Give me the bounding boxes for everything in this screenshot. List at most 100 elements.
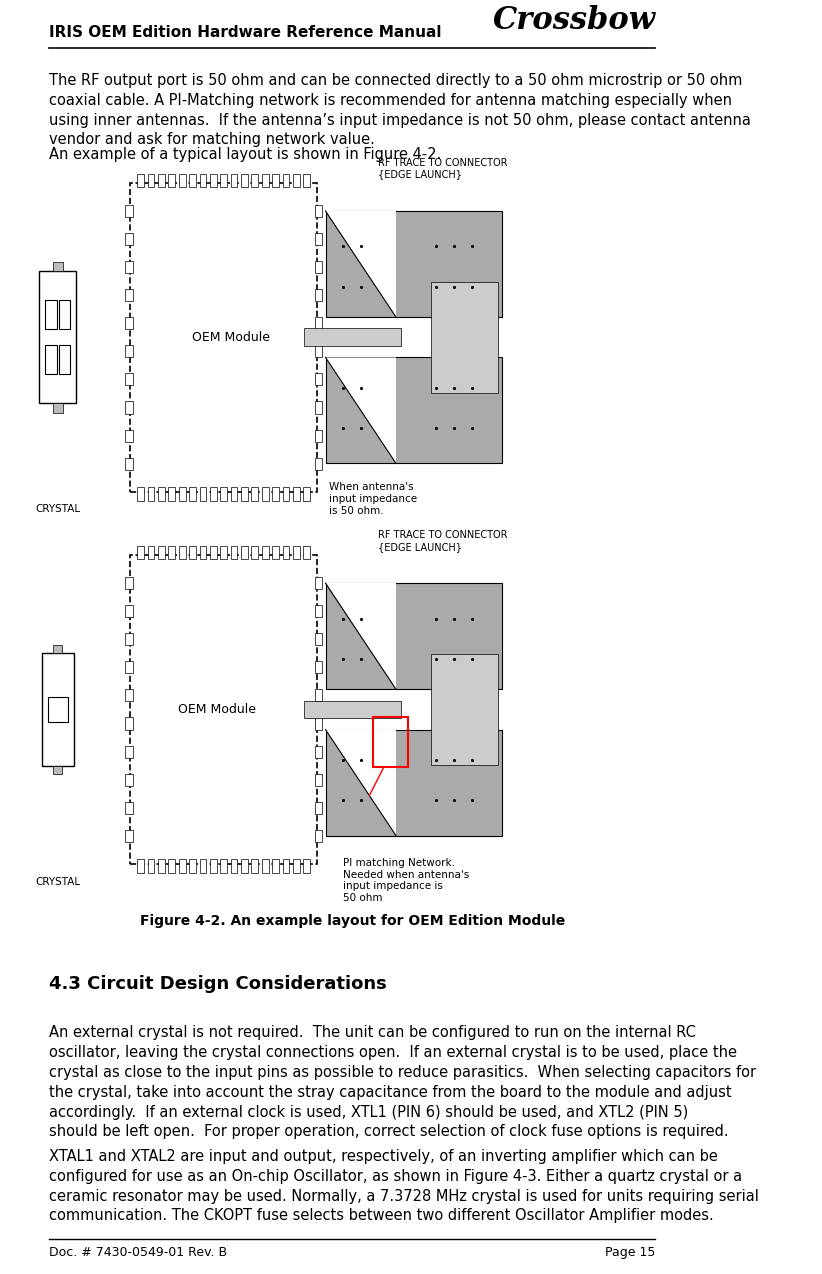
Bar — [125, 801, 133, 814]
Bar — [241, 173, 247, 187]
Text: PI matching Network.
Needed when antenna's
input impedance is
50 ohm: PI matching Network. Needed when antenna… — [343, 859, 469, 903]
Bar — [262, 860, 269, 873]
Bar — [125, 829, 133, 842]
Bar — [315, 289, 322, 301]
Bar — [252, 545, 258, 559]
Bar — [303, 860, 310, 873]
Bar — [373, 717, 409, 767]
Text: Doc. # 7430-0549-01 Rev. B: Doc. # 7430-0549-01 Rev. B — [49, 1246, 228, 1259]
Bar — [189, 487, 196, 501]
Bar — [137, 173, 144, 187]
Bar — [125, 773, 133, 786]
Bar — [53, 766, 62, 775]
Bar — [169, 487, 175, 501]
Bar — [293, 860, 300, 873]
Bar — [58, 345, 70, 375]
Bar — [200, 860, 206, 873]
Bar — [158, 860, 165, 873]
Bar — [200, 487, 206, 501]
Bar — [131, 555, 317, 864]
Bar — [39, 271, 76, 404]
Bar — [125, 689, 133, 702]
Bar — [125, 345, 133, 357]
Text: 4.3 Circuit Design Considerations: 4.3 Circuit Design Considerations — [49, 975, 387, 992]
Bar — [272, 860, 279, 873]
Bar — [179, 173, 186, 187]
Bar — [137, 860, 144, 873]
Bar — [315, 745, 322, 758]
Bar — [125, 233, 133, 245]
Text: Figure 4-2. An example layout for OEM Edition Module: Figure 4-2. An example layout for OEM Ed… — [140, 915, 565, 929]
Bar — [304, 701, 401, 719]
Bar — [283, 173, 289, 187]
Bar — [315, 717, 322, 730]
Bar — [252, 173, 258, 187]
Bar — [283, 545, 289, 559]
Bar — [241, 545, 247, 559]
Bar — [53, 645, 62, 652]
Bar — [137, 545, 144, 559]
Bar — [262, 487, 269, 501]
Bar — [231, 545, 238, 559]
Text: When antenna's
input impedance
is 50 ohm.: When antenna's input impedance is 50 ohm… — [329, 483, 417, 516]
Bar — [125, 261, 133, 273]
Bar — [231, 860, 238, 873]
Bar — [315, 233, 322, 245]
Text: OEM Module: OEM Module — [178, 703, 256, 716]
Bar — [326, 730, 501, 836]
Bar — [45, 345, 57, 375]
Bar — [315, 689, 322, 702]
Polygon shape — [326, 583, 396, 689]
Bar — [189, 860, 196, 873]
Polygon shape — [326, 358, 396, 464]
Bar — [125, 633, 133, 645]
Bar — [262, 545, 269, 559]
Bar — [148, 173, 155, 187]
Polygon shape — [326, 730, 396, 836]
Bar — [158, 173, 165, 187]
Bar — [315, 457, 322, 470]
Text: An example of a typical layout is shown in Figure 4-2.: An example of a typical layout is shown … — [49, 148, 441, 162]
Polygon shape — [326, 211, 396, 317]
Bar — [148, 545, 155, 559]
Bar — [45, 301, 57, 329]
Bar — [179, 860, 186, 873]
Bar — [231, 487, 238, 501]
Bar — [293, 487, 300, 501]
Bar — [179, 487, 186, 501]
Bar — [125, 205, 133, 217]
Bar — [58, 301, 70, 329]
Bar — [315, 633, 322, 645]
Bar — [293, 545, 300, 559]
Bar — [189, 545, 196, 559]
Bar — [220, 860, 227, 873]
Bar — [326, 358, 501, 464]
Bar — [137, 487, 144, 501]
Bar — [220, 173, 227, 187]
Bar — [315, 577, 322, 589]
Bar — [148, 487, 155, 501]
Bar — [200, 545, 206, 559]
Bar — [315, 801, 322, 814]
Bar — [179, 545, 186, 559]
Bar — [169, 173, 175, 187]
Bar — [125, 605, 133, 617]
Text: RF TRACE TO CONNECTOR
{EDGE LAUNCH}: RF TRACE TO CONNECTOR {EDGE LAUNCH} — [378, 158, 508, 180]
Text: RF TRACE TO CONNECTOR
{EDGE LAUNCH}: RF TRACE TO CONNECTOR {EDGE LAUNCH} — [378, 530, 508, 552]
Bar — [315, 829, 322, 842]
Bar — [125, 457, 133, 470]
Text: OEM Module: OEM Module — [192, 331, 270, 344]
Bar — [303, 487, 310, 501]
Bar — [148, 860, 155, 873]
Bar — [252, 860, 258, 873]
Bar — [272, 545, 279, 559]
Bar — [315, 345, 322, 357]
Text: XTAL1 and XTAL2 are input and output, respectively, of an inverting amplifier wh: XTAL1 and XTAL2 are input and output, re… — [49, 1149, 760, 1223]
Bar — [189, 173, 196, 187]
Bar — [272, 487, 279, 501]
Bar — [210, 545, 217, 559]
Text: An external crystal is not required.  The unit can be configured to run on the i: An external crystal is not required. The… — [49, 1026, 756, 1139]
Text: The RF output port is 50 ohm and can be connected directly to a 50 ohm microstri: The RF output port is 50 ohm and can be … — [49, 73, 751, 148]
Bar — [220, 545, 227, 559]
Bar — [48, 697, 68, 722]
